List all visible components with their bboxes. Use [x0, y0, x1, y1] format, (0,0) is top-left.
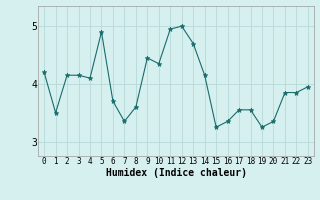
X-axis label: Humidex (Indice chaleur): Humidex (Indice chaleur)	[106, 168, 246, 178]
